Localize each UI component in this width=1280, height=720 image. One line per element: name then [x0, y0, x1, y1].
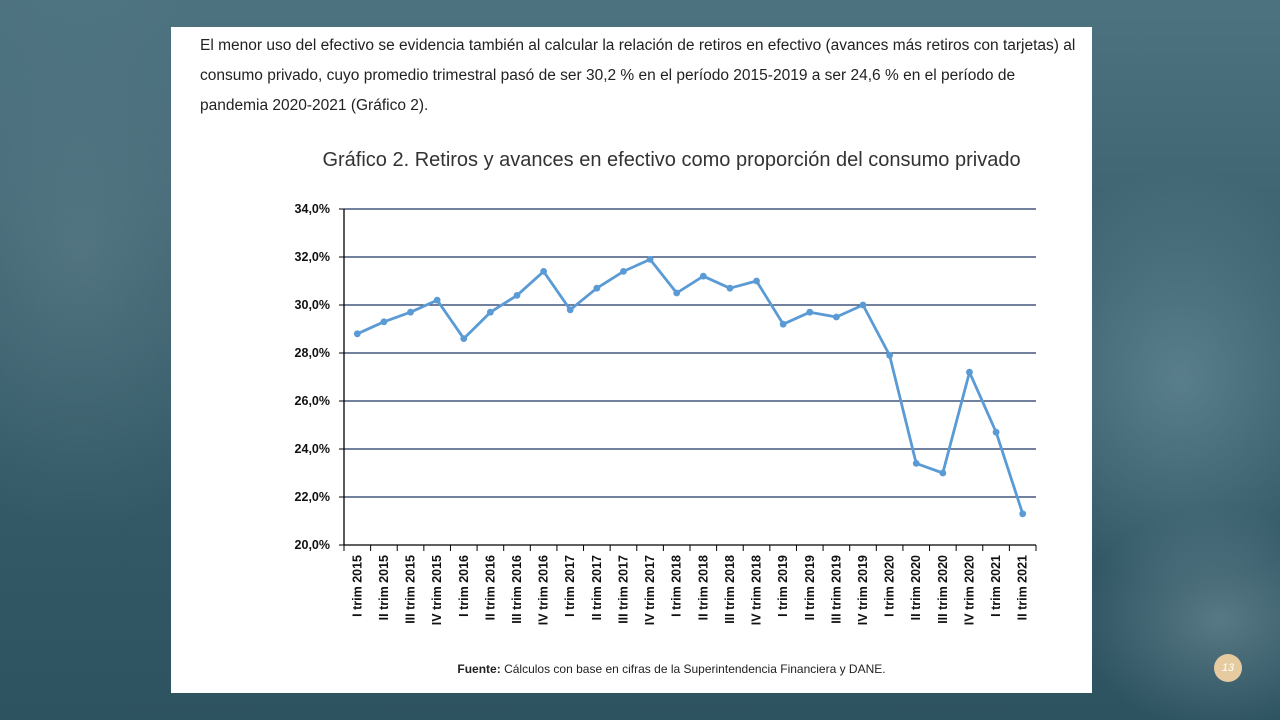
data-point: [673, 289, 681, 297]
x-tick-label: II trim 2015: [377, 555, 391, 620]
x-tick-label: IV trim 2017: [643, 555, 657, 625]
x-tick-label: I trim 2019: [776, 555, 790, 617]
source-text: Cálculos con base en cifras de la Superi…: [504, 662, 886, 676]
x-tick-labels: I trim 2015 II trim 2015 III trim 2015 IV t…: [350, 555, 1029, 625]
x-tick-label: I trim 2021: [989, 555, 1003, 617]
intro-paragraph: El menor uso del efectivo se evidencia t…: [200, 37, 1076, 114]
y-tick-label: 24,0%: [295, 442, 330, 456]
data-point: [460, 335, 468, 342]
grid-lines: [344, 208, 1036, 498]
data-point: [753, 277, 760, 285]
series: [353, 256, 1027, 518]
data-point: [380, 318, 388, 326]
y-tick-labels: 20,0% 22,0% 24,0% 26,0% 28,0% 30,0% 32,0% 34,0%: [295, 202, 330, 552]
data-point: [726, 284, 734, 292]
source-note: Fuente: Cálculos con base en cifras de l…: [171, 662, 1092, 676]
x-tick-label: II trim 2018: [696, 555, 710, 620]
y-tick-label: 30,0%: [295, 298, 330, 312]
page-number-badge: 13: [1214, 654, 1242, 682]
y-tick-label: 20,0%: [295, 538, 330, 552]
x-tick-label: III trim 2015: [404, 555, 418, 624]
x-tick-label: II trim 2021: [1016, 555, 1030, 620]
x-tick-label: IV trim 2015: [430, 555, 444, 625]
y-tick-label: 22,0%: [295, 490, 330, 504]
line-chart: 20,0% 22,0% 24,0% 26,0% 28,0% 30,0% 32,0% 34,0%…: [295, 202, 1037, 625]
data-point: [566, 306, 574, 314]
x-tick-label: III trim 2018: [723, 555, 737, 624]
x-tick-label: II trim 2016: [483, 555, 497, 620]
data-point: [779, 320, 787, 328]
y-tick-label: 32,0%: [295, 250, 330, 264]
data-point: [939, 469, 947, 477]
x-tick-label: II trim 2020: [909, 555, 923, 620]
data-point: [540, 268, 548, 275]
x-tick-label: I trim 2018: [670, 555, 684, 617]
data-point: [433, 296, 441, 304]
data-point: [859, 301, 867, 309]
y-tick-label: 34,0%: [295, 202, 330, 216]
x-tick-label: III trim 2019: [829, 555, 843, 624]
x-tick-label: IV trim 2018: [750, 555, 764, 625]
x-tick-label: IV trim 2019: [856, 555, 870, 625]
source-label: Fuente:: [457, 662, 501, 676]
data-point: [593, 284, 601, 292]
y-tick-label: 26,0%: [295, 394, 330, 408]
x-tick-label: III trim 2020: [936, 555, 950, 624]
x-tick-label: II trim 2019: [803, 555, 817, 620]
slide-page: El menor uso del efectivo se evidencia t…: [171, 27, 1092, 693]
x-tick-label: II trim 2017: [590, 555, 604, 620]
data-point: [513, 292, 521, 299]
data-point: [699, 272, 707, 280]
chart-title: Gráfico 2. Retiros y avances en efectivo…: [322, 149, 1021, 171]
data-point: [992, 428, 1000, 436]
axes: [339, 208, 1037, 551]
data-point: [620, 268, 627, 275]
x-tick-label: I trim 2020: [883, 555, 897, 617]
x-tick-label: III trim 2017: [616, 555, 630, 624]
x-tick-label: I trim 2016: [457, 555, 471, 617]
x-tick-label: IV trim 2016: [537, 555, 551, 625]
x-tick-label: III trim 2016: [510, 555, 524, 624]
x-tick-label: IV trim 2020: [962, 555, 976, 625]
data-point: [966, 368, 973, 376]
x-tick-label: I trim 2015: [350, 555, 364, 617]
data-point: [646, 256, 654, 263]
series-line: [355, 257, 1025, 516]
x-tick-label: I trim 2017: [563, 555, 577, 617]
data-point: [486, 308, 494, 316]
data-point: [806, 308, 814, 316]
y-tick-label: 28,0%: [295, 346, 330, 360]
data-point: [353, 330, 361, 338]
data-point: [1019, 510, 1027, 518]
data-point: [832, 313, 840, 321]
data-point: [407, 308, 414, 316]
data-point: [886, 352, 894, 359]
data-point: [912, 460, 920, 467]
